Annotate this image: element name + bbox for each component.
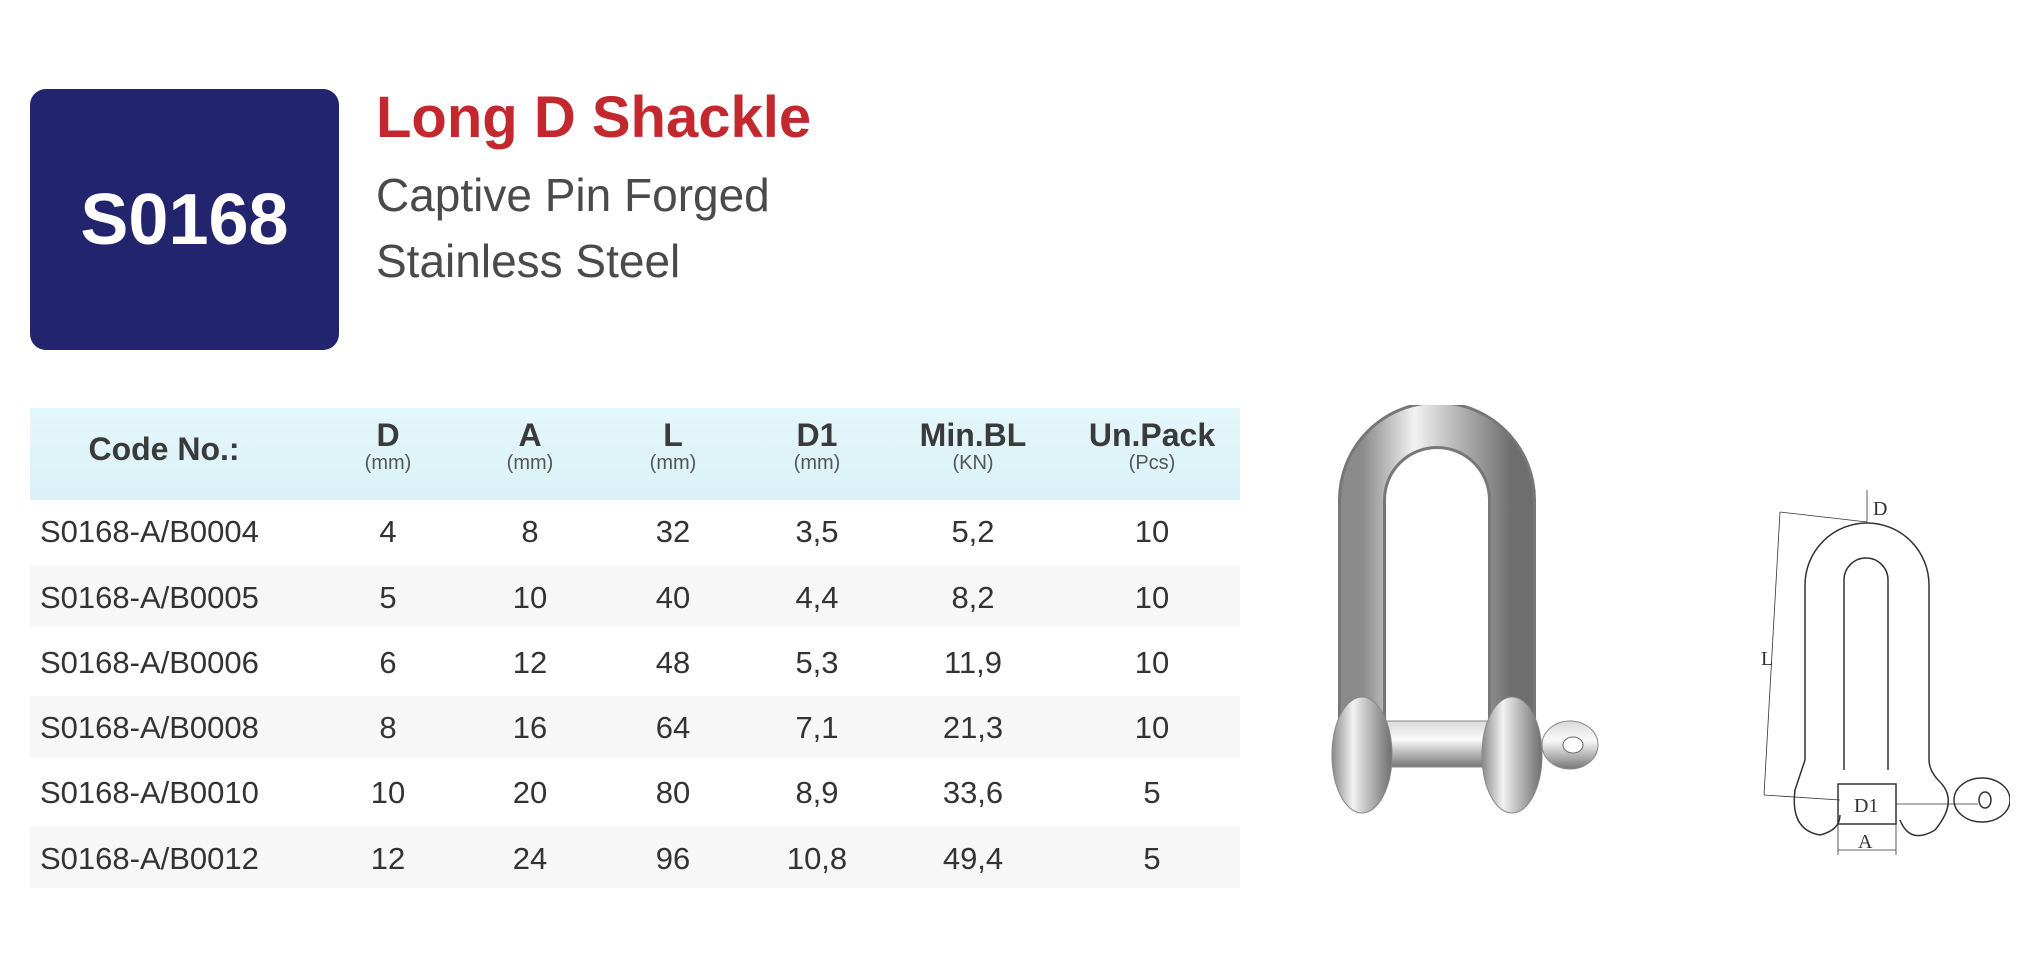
table-cell: 8,9 xyxy=(795,775,839,810)
column-header: L (mm) xyxy=(650,418,697,475)
table-cell: 4 xyxy=(379,514,397,549)
product-subtitle-2: Stainless Steel xyxy=(376,235,681,287)
table-cell: 10 xyxy=(370,775,406,810)
column-unit: (mm) xyxy=(364,452,412,474)
table-cell: 5 xyxy=(379,580,397,615)
table-cell: 32 xyxy=(655,514,691,549)
column-label: Min.BL xyxy=(919,417,1027,453)
table-cell: 10 xyxy=(1134,645,1170,680)
table-cell: 12 xyxy=(512,645,548,680)
diagram-label-d: D xyxy=(1873,498,1887,520)
table-cell: 5 xyxy=(1143,775,1161,810)
column-label: D1 xyxy=(796,417,838,453)
row-stripe xyxy=(30,696,1240,758)
table-cell: 16 xyxy=(512,710,548,745)
table-cell: 10 xyxy=(1134,514,1170,549)
product-title: Long D Shackle xyxy=(376,85,812,150)
diagram-label-a: A xyxy=(1858,831,1873,853)
table-cell: 5 xyxy=(1143,841,1161,876)
table-cell-code: S0168-A/B0012 xyxy=(40,841,259,876)
column-unit: (mm) xyxy=(649,452,697,474)
table-cell: 8,2 xyxy=(951,580,995,615)
table-cell: 11,9 xyxy=(943,645,1003,680)
table-cell-code: S0168-A/B0008 xyxy=(40,710,259,745)
table-cell: 80 xyxy=(655,775,691,810)
column-header: D1 (mm) xyxy=(794,418,841,475)
column-label: L xyxy=(663,417,683,453)
table-cell-code: S0168-A/B0005 xyxy=(40,580,259,615)
column-unit: (mm) xyxy=(793,452,841,474)
table-cell: 24 xyxy=(512,841,548,876)
diagram-label-l: L xyxy=(1761,648,1773,670)
table-cell-code: S0168-A/B0010 xyxy=(40,775,259,810)
table-cell-code: S0168-A/B0006 xyxy=(40,645,259,680)
table-cell-code: S0168-A/B0004 xyxy=(40,514,259,549)
table-cell: 21,3 xyxy=(942,710,1004,745)
column-label: D xyxy=(376,417,400,453)
table-cell: 12 xyxy=(370,841,406,876)
table-header-band xyxy=(30,408,1240,500)
table-cell: 6 xyxy=(379,645,397,680)
row-stripe xyxy=(30,826,1240,888)
shackle-diagram: D L D1 A xyxy=(1761,490,2010,855)
column-header: A (mm) xyxy=(507,418,554,475)
column-header: Un.Pack (Pcs) xyxy=(1089,418,1215,475)
column-label: A xyxy=(518,417,542,453)
column-unit: (Pcs) xyxy=(1128,452,1176,474)
table-cell: 48 xyxy=(655,645,691,680)
column-header: Code No.: xyxy=(88,432,239,466)
table-cell: 10 xyxy=(1134,710,1170,745)
table-cell: 20 xyxy=(512,775,548,810)
diagram-label-d1: D1 xyxy=(1854,795,1878,817)
table-cell: 8 xyxy=(521,514,539,549)
table-cell: 49,4 xyxy=(942,841,1004,876)
table-cell: 96 xyxy=(655,841,691,876)
column-header: D (mm) xyxy=(365,418,412,475)
table-cell: 33,6 xyxy=(942,775,1004,810)
table-cell: 8 xyxy=(379,710,397,745)
table-cell: 40 xyxy=(655,580,691,615)
row-stripe xyxy=(30,565,1240,627)
table-cell: 5,3 xyxy=(795,645,839,680)
table-cell: 4,4 xyxy=(795,580,839,615)
table-cell: 64 xyxy=(655,710,691,745)
table-cell: 10 xyxy=(512,580,548,615)
product-subtitle-1: Captive Pin Forged xyxy=(376,169,770,221)
shackle-photo xyxy=(1331,405,1599,814)
column-label: Code No.: xyxy=(88,431,240,467)
column-unit: (mm) xyxy=(506,452,554,474)
table-cell: 7,1 xyxy=(795,710,839,745)
table-cell: 3,5 xyxy=(795,514,839,549)
product-code: S0168 xyxy=(80,179,289,260)
product-code-badge: S0168 xyxy=(30,89,339,350)
table-cell: 10 xyxy=(1134,580,1170,615)
column-unit: (KN) xyxy=(952,452,994,474)
column-header: Min.BL (KN) xyxy=(920,418,1027,475)
column-label: Un.Pack xyxy=(1088,417,1216,453)
table-cell: 10,8 xyxy=(786,841,848,876)
table-cell: 5,2 xyxy=(951,514,995,549)
